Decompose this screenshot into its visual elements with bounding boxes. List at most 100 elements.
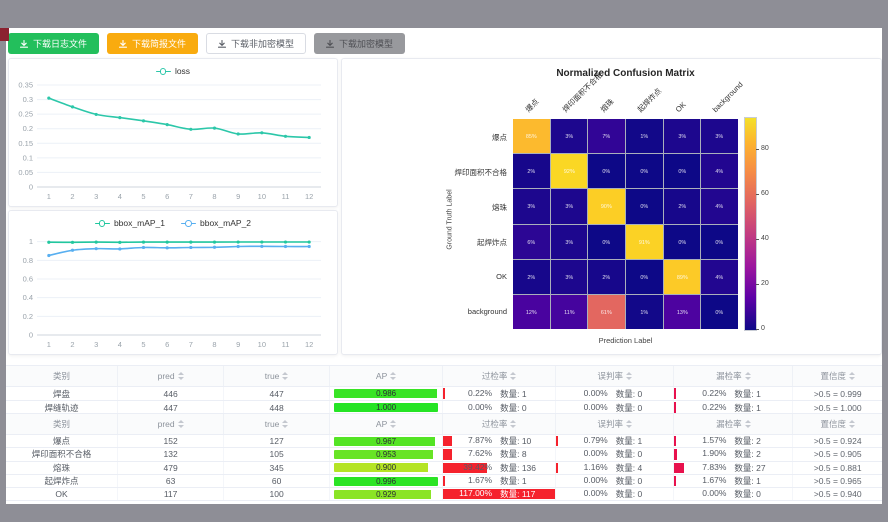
data-point [141, 119, 146, 123]
data-point [70, 240, 75, 244]
misjudge-cell: 0.00% 数量: 0 [556, 488, 675, 501]
x-tick-label: 6 [165, 192, 169, 201]
sort-caret-icon[interactable] [282, 372, 289, 380]
sort-caret-icon[interactable] [848, 420, 855, 428]
rate-value: 7.87% [467, 435, 493, 446]
confusion-matrix-card: Normalized Confusion Matrix Ground Truth… [341, 58, 882, 355]
column-header-label: pred [157, 419, 175, 429]
data-point [236, 240, 240, 244]
y-tick-label: 0.3 [23, 95, 33, 104]
table-row: OK 117 100 0.929 117.00% 数量: 117 0.00% 数量: 0 0.0… [6, 488, 882, 502]
column-header-label: pred [157, 371, 175, 381]
matrix-column-label: 爆点 [523, 97, 541, 114]
column-header-4[interactable]: 过检率 [443, 366, 557, 386]
column-header-5[interactable]: 误判率 [556, 366, 675, 386]
x-tick-label: 5 [141, 340, 145, 349]
results-table-2: 类别 pred true AP 过检率 误判率 漏检率 置信度 爆点 152 127 0.967 7.8… [6, 413, 882, 502]
sort-caret-icon[interactable] [744, 372, 751, 380]
overkill-cell: 1.67% 数量: 1 [443, 474, 557, 488]
rate-value: 0.00% [583, 401, 608, 412]
column-header-label: 类别 [53, 371, 71, 381]
class-cell: 熔珠 [6, 461, 119, 474]
sort-caret-icon[interactable] [744, 420, 751, 428]
download-button-2[interactable]: 下载简报文件 [107, 33, 199, 54]
column-header-6[interactable]: 漏检率 [674, 366, 794, 386]
column-header-3[interactable]: AP [330, 414, 444, 434]
sort-caret-icon[interactable] [625, 372, 632, 380]
column-header-7[interactable]: 置信度 [793, 366, 881, 386]
data-point [212, 126, 217, 130]
download-button-3[interactable]: 下载非加密模型 [206, 33, 307, 54]
data-point [283, 244, 288, 249]
download-icon [20, 39, 28, 48]
rate-value: 7.62% [467, 448, 493, 459]
data-point [118, 240, 122, 244]
x-tick-label: 8 [212, 192, 216, 201]
sort-caret-icon[interactable] [390, 372, 397, 380]
confidence-cell: >0.5 = 0.924 [813, 436, 862, 447]
rate-value: 1.90% [702, 448, 727, 459]
rate-count: 数量: 1 [615, 436, 643, 447]
matrix-cell: 85% [513, 119, 550, 154]
legend-item-bbox_mAP_1[interactable]: bbox_mAP_1 [94, 218, 165, 228]
miss-cell: 0.22% 数量: 1 [674, 401, 794, 414]
download-icon [119, 39, 128, 48]
data-point [212, 245, 217, 249]
column-header-1[interactable]: pred [118, 366, 225, 386]
overkill-cell: 0.22% 数量: 1 [443, 387, 557, 400]
column-header-3[interactable]: AP [330, 366, 444, 386]
table-row: 熔珠 479 345 0.900 39.42% 数量: 136 1.16% 数量: 4 7.83… [6, 461, 882, 475]
sort-caret-icon[interactable] [510, 372, 517, 380]
matrix-cell: 1% [626, 119, 663, 154]
rate-value: 0.22% [702, 401, 727, 412]
sort-caret-icon[interactable] [848, 372, 855, 380]
download-button-1[interactable]: 下载日志文件 [8, 33, 100, 54]
column-header-4[interactable]: 过检率 [443, 414, 557, 434]
misjudge-cell: 0.00% 数量: 0 [556, 448, 675, 461]
matrix-cell: 3% [663, 119, 701, 154]
sort-caret-icon[interactable] [510, 420, 517, 428]
column-header-label: true [264, 419, 280, 429]
legend-item-loss[interactable]: loss [155, 66, 190, 76]
ap-cell: 0.996 [330, 474, 444, 488]
table-header-row: 类别 pred true AP 过检率 误判率 漏检率 置信度 [6, 414, 882, 435]
legend-item-bbox_mAP_2[interactable]: bbox_mAP_2 [181, 218, 251, 228]
column-header-2[interactable]: true [224, 366, 331, 386]
rate-count: 数量: 1 [734, 388, 761, 399]
misjudge-cell: 0.79% 数量: 1 [556, 435, 675, 448]
data-point [236, 132, 240, 136]
pred-cell: 152 [118, 435, 225, 448]
matrix-colorbar [744, 117, 757, 331]
table-row: 爆点 152 127 0.967 7.87% 数量: 10 0.79% 数量: 1 1.57% 数… [6, 435, 882, 449]
download-button-4[interactable]: 下载加密模型 [314, 33, 406, 54]
column-header-1[interactable]: pred [118, 414, 225, 434]
column-header-6[interactable]: 漏检率 [674, 414, 794, 434]
sort-caret-icon[interactable] [390, 420, 397, 428]
rate-count: 数量: 1 [734, 476, 761, 487]
column-header-5[interactable]: 误判率 [556, 414, 675, 434]
confidence-cell: >0.5 = 0.999 [813, 388, 862, 399]
y-tick-label: 1 [29, 237, 33, 246]
x-tick-label: 1 [47, 340, 51, 349]
column-header-7[interactable]: 置信度 [793, 414, 881, 434]
y-tick-label: 0.2 [23, 124, 33, 133]
rate-count: 数量: 1 [500, 388, 527, 399]
x-tick-label: 9 [236, 192, 240, 201]
data-point [141, 245, 146, 250]
x-tick-label: 6 [165, 340, 169, 349]
sort-caret-icon[interactable] [177, 372, 184, 380]
pred-cell: 117 [118, 488, 225, 501]
confusion-matrix-grid: 85% 3% 7% 1% 3% 3% 2% 92% 0% 0% 0% 4% 3% 3% 90% 0% 2% 4% 6… [513, 119, 738, 329]
pred-cell: 446 [118, 387, 225, 400]
matrix-cell: 92% [550, 154, 588, 189]
class-cell: OK [6, 488, 119, 501]
sort-caret-icon[interactable] [177, 420, 184, 428]
rate-count: 数量: 0 [615, 449, 643, 460]
matrix-cell: 2% [513, 154, 550, 189]
colorbar-tickmark [756, 193, 759, 195]
column-header-2[interactable]: true [224, 414, 331, 434]
sort-caret-icon[interactable] [282, 420, 289, 428]
rate-value: 1.57% [702, 435, 727, 446]
sort-caret-icon[interactable] [625, 420, 632, 428]
